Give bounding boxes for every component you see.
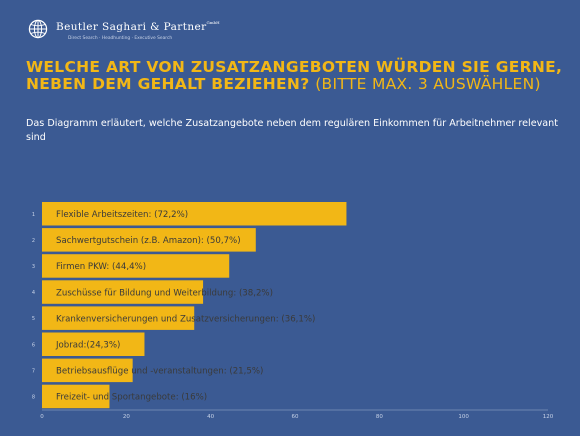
x-tick-label: 0 bbox=[40, 414, 44, 420]
category-label: 2 bbox=[32, 238, 35, 244]
bar-label: Krankenversicherungen und Zusatzversiche… bbox=[56, 314, 315, 324]
bar bbox=[42, 306, 195, 330]
category-label: 7 bbox=[32, 368, 35, 374]
x-tick-label: 40 bbox=[207, 414, 214, 420]
category-label: 6 bbox=[32, 342, 35, 348]
page-title: WELCHE ART VON ZUSATZANGEBOTEN WÜRDEN SI… bbox=[26, 59, 566, 93]
x-tick-label: 20 bbox=[123, 414, 130, 420]
category-label: 3 bbox=[32, 264, 35, 270]
category-label: 8 bbox=[32, 394, 35, 400]
bar bbox=[42, 228, 256, 252]
bar-label: Flexible Arbeitszeiten: (72,2%) bbox=[56, 210, 188, 220]
brand-suffix: GmbH bbox=[206, 20, 220, 25]
bar bbox=[42, 358, 133, 383]
bar bbox=[42, 384, 110, 409]
brand-tagline: Direct Search · Headhunting · Executive … bbox=[68, 36, 173, 41]
bar bbox=[42, 280, 204, 304]
bar-label: Freizeit- und Sportangebote: (16%) bbox=[56, 393, 207, 403]
bar bbox=[42, 254, 230, 278]
bar-label: Zuschüsse für Bildung und Weiterbildung:… bbox=[56, 288, 273, 298]
brand-name: Beutler Saghari & PartnerGmbH bbox=[56, 20, 220, 33]
title-subtitle: (BITTE MAX. 3 AUSWÄHLEN) bbox=[315, 75, 541, 93]
bar bbox=[42, 202, 347, 226]
bar-label: Betriebsausflüge und -veranstaltungen: (… bbox=[56, 367, 263, 377]
x-tick-label: 80 bbox=[376, 414, 383, 420]
category-label: 1 bbox=[32, 212, 35, 218]
bar-label: Jobrad:(24,3%) bbox=[55, 340, 120, 350]
x-tick-label: 120 bbox=[543, 414, 554, 420]
x-tick-label: 100 bbox=[458, 414, 469, 420]
category-label: 4 bbox=[32, 290, 35, 296]
x-tick-label: 60 bbox=[292, 414, 299, 420]
category-label: 5 bbox=[32, 316, 35, 322]
chart-description: Das Diagramm erläutert, welche Zusatzang… bbox=[26, 118, 559, 143]
globe-icon bbox=[28, 19, 48, 39]
title-main: WELCHE ART VON ZUSATZANGEBOTEN WÜRDEN SI… bbox=[26, 58, 563, 93]
bar-label: Sachwertgutschein (z.B. Amazon): (50,7%) bbox=[56, 236, 241, 246]
bar-label: Firmen PKW: (44,4%) bbox=[56, 262, 146, 272]
bar bbox=[42, 332, 145, 356]
